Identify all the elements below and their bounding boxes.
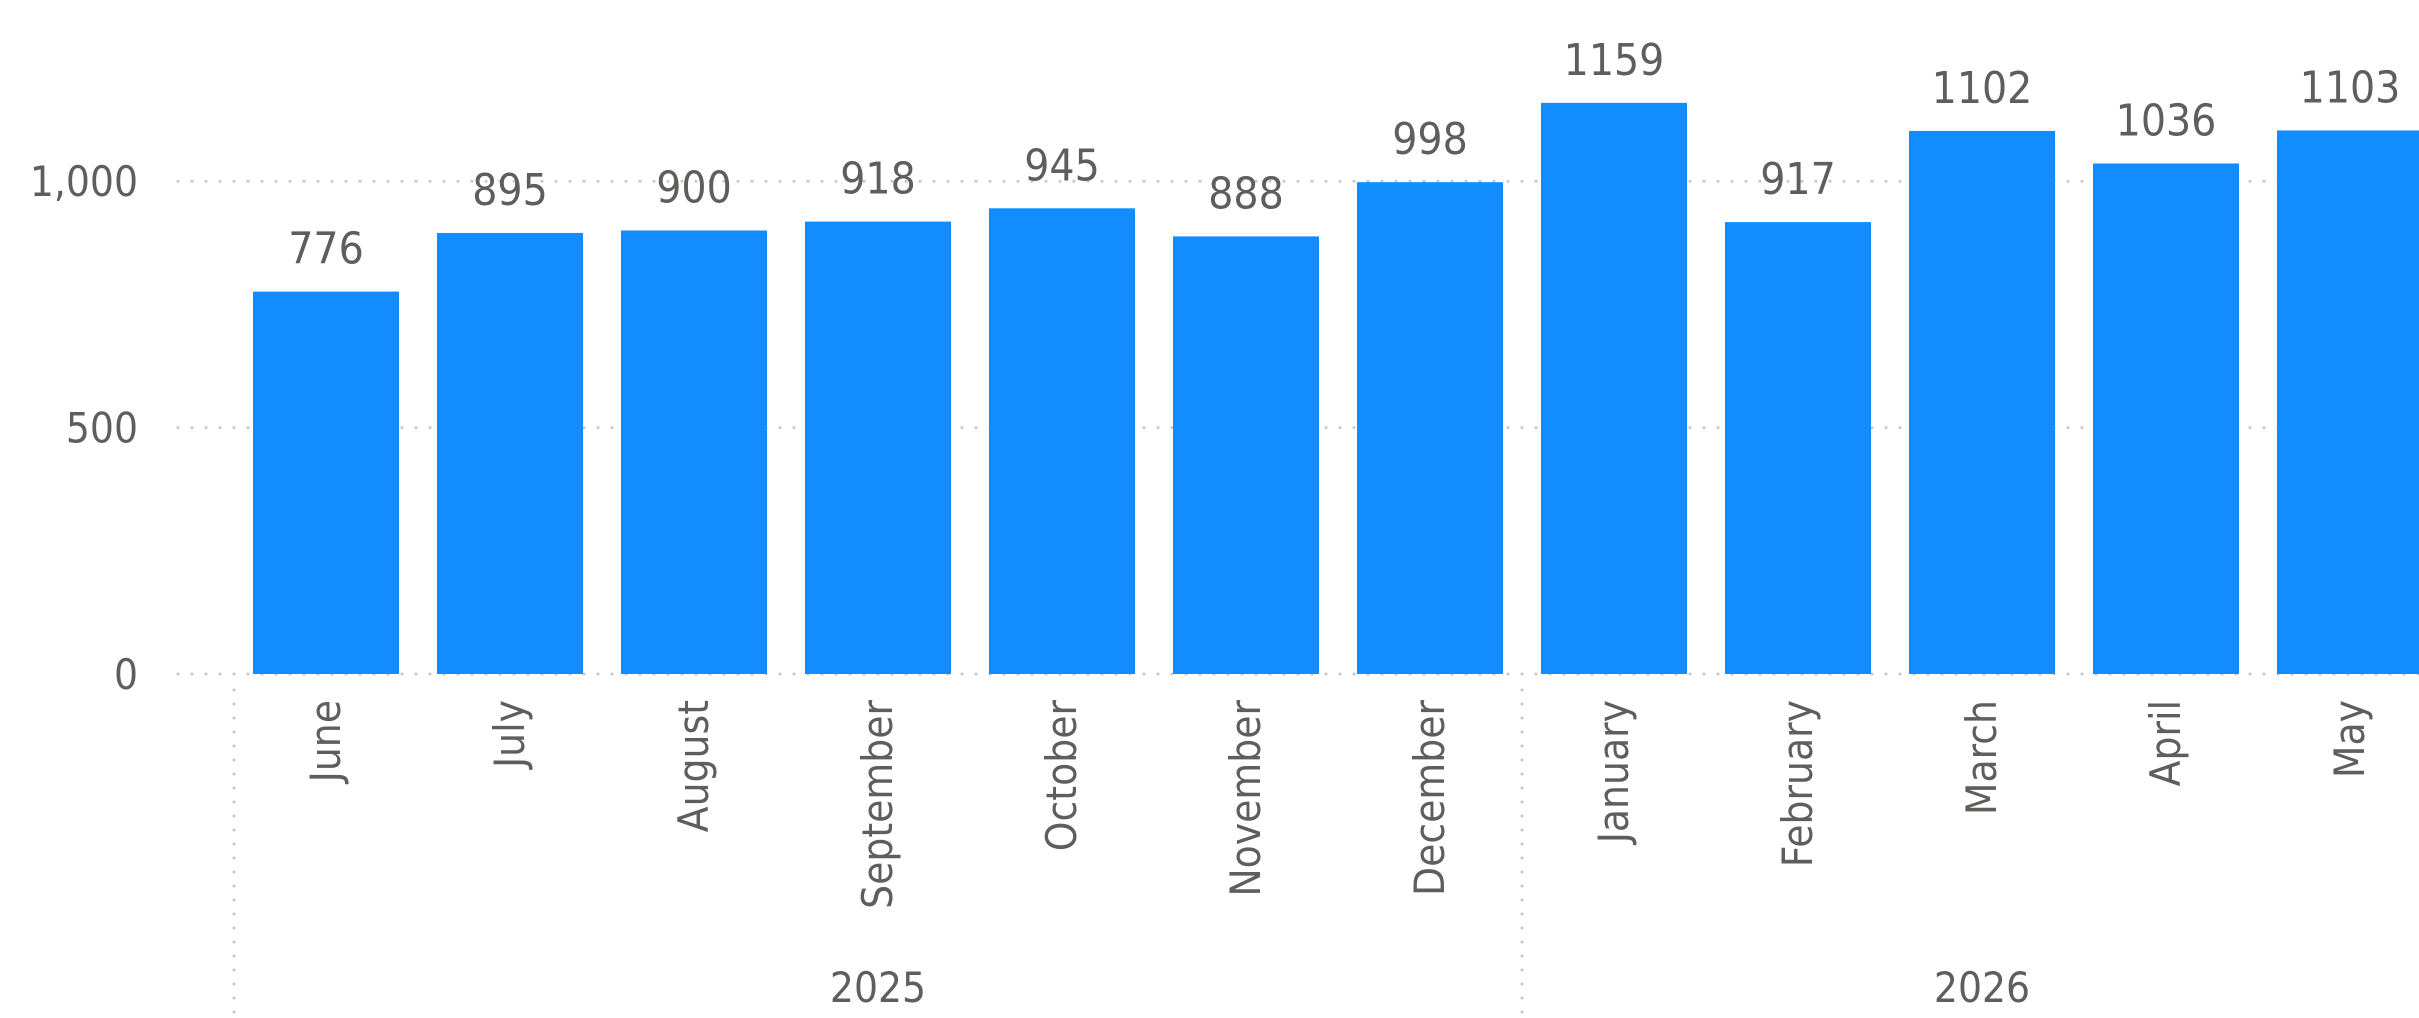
- bar-september: [805, 221, 951, 674]
- x-tick-label: January: [1589, 700, 1638, 845]
- group-label-2025: 2025: [830, 963, 926, 1012]
- data-label: 1102: [1932, 63, 2033, 114]
- data-label: 1036: [2116, 95, 2217, 146]
- x-tick-label: December: [1405, 700, 1454, 896]
- data-label: 1159: [1564, 35, 1665, 86]
- y-tick-label: 1,000: [30, 157, 138, 206]
- bar-november: [1173, 236, 1319, 674]
- bar-april: [2093, 163, 2239, 674]
- x-axis-group-labels: 2025 2026: [830, 963, 2030, 1012]
- bar-june: [253, 291, 399, 674]
- data-label: 917: [1760, 154, 1836, 205]
- x-tick-label: November: [1221, 700, 1270, 897]
- y-tick-label: 500: [66, 404, 138, 453]
- group-label-2026: 2026: [1934, 963, 2030, 1012]
- data-label: 945: [1024, 140, 1100, 191]
- x-tick-label: August: [669, 700, 718, 832]
- y-axis-ticks: 0 500 1,000: [30, 157, 138, 699]
- x-axis-ticks: June July August September October November De…: [301, 700, 2374, 909]
- bar-july: [437, 232, 583, 674]
- data-label: 998: [1392, 114, 1468, 165]
- data-label: 776: [288, 224, 364, 275]
- data-label: 888: [1208, 168, 1284, 219]
- bar-december: [1357, 182, 1503, 674]
- bar-may: [2277, 130, 2419, 675]
- x-tick-label: June: [301, 700, 350, 784]
- bars: [253, 102, 2419, 675]
- x-tick-label: May: [2325, 700, 2374, 778]
- data-labels: 776 895 900 918 945 888 998 1159 917 1102 1036 1103: [288, 35, 2400, 275]
- data-label: 895: [472, 165, 548, 216]
- x-tick-label: September: [853, 700, 902, 909]
- y-tick-label: 0: [114, 650, 138, 699]
- x-tick-label: October: [1037, 700, 1086, 852]
- bar-october: [989, 208, 1135, 674]
- data-label: 1103: [2300, 62, 2401, 113]
- x-tick-label: March: [1957, 700, 2006, 815]
- x-tick-label: February: [1773, 700, 1822, 867]
- bar-august: [621, 230, 767, 675]
- data-label: 900: [656, 162, 732, 213]
- x-tick-label: July: [485, 700, 534, 770]
- bar-march: [1909, 130, 2055, 675]
- bar-february: [1725, 222, 1871, 674]
- x-tick-label: April: [2141, 700, 2190, 786]
- data-label: 918: [840, 154, 916, 205]
- bar-january: [1541, 102, 1687, 675]
